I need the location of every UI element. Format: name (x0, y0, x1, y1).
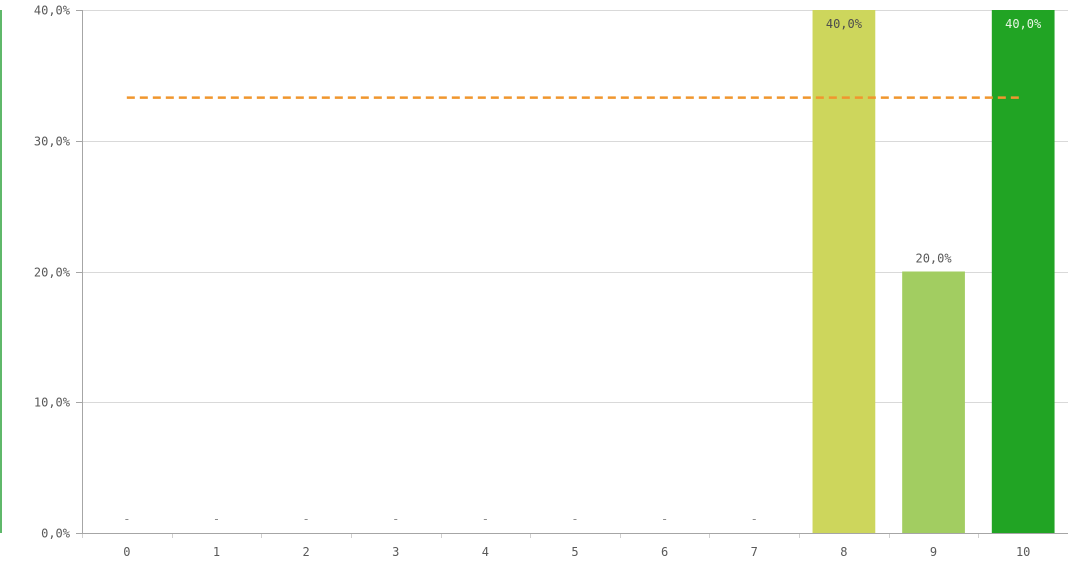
x-tick-label: 8 (840, 545, 847, 559)
bar[interactable] (812, 10, 876, 533)
x-tick-label: 6 (661, 545, 668, 559)
x-axis-ticks: 0 1 2 3 4 5 6 7 8 9 10 (82, 533, 1030, 559)
y-tick-label: 20,0% (34, 266, 71, 280)
empty-value-label: - (661, 512, 668, 526)
y-tick-label: 30,0% (34, 135, 71, 149)
data-labels: - - - - - - - - 40,0% 20,0% 40,0% (123, 17, 1042, 526)
empty-value-label: - (751, 512, 758, 526)
x-tick-label: 7 (751, 545, 758, 559)
y-tick-label: 10,0% (34, 396, 71, 410)
empty-value-label: - (392, 512, 399, 526)
bar[interactable] (991, 10, 1055, 533)
x-tick-label: 9 (930, 545, 937, 559)
x-tick-label: 1 (213, 545, 220, 559)
data-label: 40,0% (826, 17, 863, 31)
data-label: 40,0% (1005, 17, 1042, 31)
empty-value-label: - (482, 512, 489, 526)
x-tick-label: 0 (123, 545, 130, 559)
y-axis-ticks: 0,0% 10,0% 20,0% 30,0% 40,0% (34, 4, 82, 541)
x-tick-label: 10 (1016, 545, 1030, 559)
y-tick-label: 40,0% (34, 4, 71, 18)
x-tick-label: 5 (571, 545, 578, 559)
x-tick-label: 4 (482, 545, 489, 559)
empty-value-label: - (571, 512, 578, 526)
empty-value-label: - (123, 512, 130, 526)
y-tick-label: 0,0% (41, 527, 71, 541)
bars (812, 10, 1055, 534)
empty-value-label: - (213, 512, 220, 526)
x-tick-label: 3 (392, 545, 399, 559)
data-label: 20,0% (915, 252, 952, 266)
x-tick-label: 2 (302, 545, 309, 559)
bar[interactable] (902, 271, 965, 534)
empty-value-label: - (302, 512, 309, 526)
